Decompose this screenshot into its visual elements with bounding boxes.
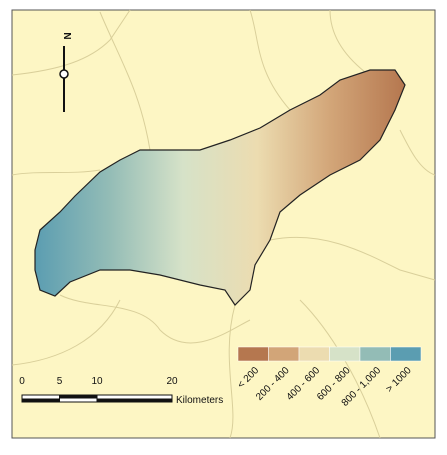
scale-tick-label: 20 [166,376,178,387]
boundaries [11,9,436,439]
boundary-line [59,294,251,344]
scale-segment [97,398,172,402]
boundary-line [228,304,236,439]
boundary-line [329,9,366,73]
legend-swatch [237,346,269,362]
scale-bar: 0 5 10 20 Kilometers [19,376,223,406]
boundary-line [269,236,436,281]
scale-segment [22,398,60,402]
boundary-line [249,9,291,111]
boundary-line [99,11,151,151]
scale-tick-label: 0 [19,376,25,387]
legend-swatch [359,346,391,362]
basin [34,69,406,306]
north-arrow: N [59,32,72,112]
boundary-line [11,9,131,76]
boundary-line [399,129,436,176]
legend-swatch [329,346,361,362]
legend-swatch [390,346,422,362]
north-arrow-circle [59,69,69,79]
scale-segment [59,395,97,399]
boundary-line [11,169,101,176]
north-label: N [61,32,72,39]
scale-unit: Kilometers [176,395,223,406]
legend-swatch [298,346,330,362]
scale-tick-label: 5 [57,376,63,387]
boundary-line [11,299,121,366]
legend-swatch [268,346,300,362]
scale-tick-label: 10 [91,376,103,387]
